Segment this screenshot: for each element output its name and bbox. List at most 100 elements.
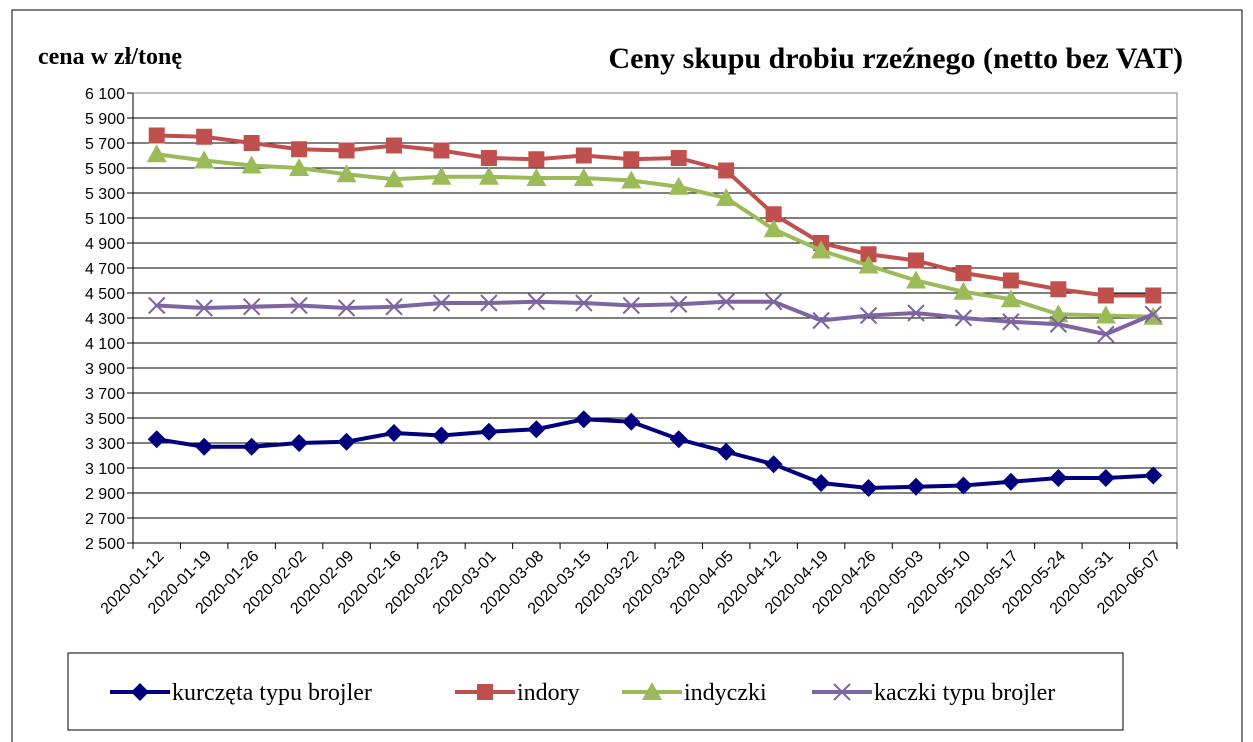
marker <box>718 162 735 179</box>
marker <box>669 430 688 449</box>
marker <box>1049 315 1068 333</box>
marker <box>290 296 308 315</box>
series-line <box>156 152 1154 319</box>
marker <box>858 255 879 274</box>
marker <box>765 206 782 223</box>
marker <box>1145 287 1162 304</box>
marker <box>1000 289 1021 308</box>
series-line <box>156 417 1154 491</box>
marker <box>480 150 497 166</box>
marker <box>668 176 689 195</box>
marker <box>147 430 166 449</box>
marker <box>242 437 261 456</box>
marker <box>954 476 973 495</box>
y-tick-label: 5 500 <box>85 161 125 178</box>
legend-label: indory <box>517 680 580 706</box>
marker <box>337 432 356 451</box>
series-line <box>156 133 1154 298</box>
legend-label: kaczki typu brojler <box>874 680 1055 706</box>
marker <box>574 410 593 429</box>
marker <box>480 294 498 312</box>
marker <box>811 240 832 259</box>
y-tick-label: 4 700 <box>85 261 125 278</box>
marker <box>1049 469 1068 487</box>
marker <box>764 455 783 474</box>
marker <box>528 151 545 168</box>
y-tick-label: 5 100 <box>85 211 125 228</box>
marker <box>833 683 851 701</box>
y-tick-label: 5 900 <box>85 111 125 128</box>
marker <box>622 296 640 315</box>
marker <box>291 141 308 158</box>
legend-label: indyczki <box>684 680 767 706</box>
marker <box>194 150 215 169</box>
marker <box>953 281 974 300</box>
marker <box>906 270 926 289</box>
y-tick-label: 3 500 <box>85 411 125 428</box>
y-tick-label: 2 500 <box>85 536 125 553</box>
marker <box>764 293 783 311</box>
marker <box>1001 472 1020 491</box>
marker <box>243 135 260 151</box>
marker <box>336 164 357 183</box>
marker <box>527 420 546 439</box>
y-tick-label: 3 700 <box>85 386 125 403</box>
y-tick-label: 4 500 <box>85 286 125 303</box>
marker <box>386 137 402 154</box>
marker <box>1097 287 1114 304</box>
marker <box>477 684 493 700</box>
marker <box>954 309 973 327</box>
marker <box>196 128 213 145</box>
marker <box>907 477 925 496</box>
marker <box>385 298 403 316</box>
marker <box>146 144 167 163</box>
y-tick-label: 3 100 <box>85 461 125 478</box>
marker <box>812 474 831 492</box>
y-tick-label: 3 300 <box>85 436 125 453</box>
y-tick-label: 2 900 <box>85 486 125 503</box>
marker <box>242 298 261 316</box>
marker <box>526 168 547 186</box>
marker <box>1002 272 1019 289</box>
marker <box>622 412 641 431</box>
marker <box>621 170 642 189</box>
legend-label: kurczęta typu brojler <box>172 680 372 706</box>
marker <box>195 299 213 317</box>
marker <box>431 166 452 185</box>
y-tick-label: 5 300 <box>85 186 125 203</box>
marker <box>432 294 451 312</box>
marker <box>670 150 687 166</box>
y-axis-label: cena w zł/tonę <box>38 44 182 70</box>
marker <box>955 265 972 281</box>
marker <box>575 147 592 164</box>
y-tick-label: 4 900 <box>85 236 125 253</box>
marker <box>241 155 262 174</box>
y-tick-label: 4 100 <box>85 336 125 353</box>
marker <box>860 246 877 263</box>
marker <box>1002 313 1020 331</box>
marker <box>195 437 214 456</box>
marker <box>385 424 403 442</box>
marker <box>1050 281 1067 298</box>
marker <box>717 442 736 461</box>
marker <box>384 169 404 188</box>
marker <box>148 127 165 144</box>
marker <box>623 151 640 168</box>
marker <box>1096 469 1115 487</box>
marker <box>1048 304 1069 323</box>
series-line <box>156 299 1155 337</box>
marker <box>717 293 735 311</box>
marker <box>289 158 310 176</box>
marker <box>433 142 450 159</box>
chart-title: Ceny skupu drobiu rzeźnego (netto bez VA… <box>609 42 1183 75</box>
chart-frame <box>11 9 1243 742</box>
marker <box>478 166 499 185</box>
marker <box>716 188 737 206</box>
marker <box>907 304 925 322</box>
y-tick-label: 5 700 <box>85 136 125 153</box>
y-tick-label: 4 300 <box>85 311 125 328</box>
marker <box>642 682 662 700</box>
y-tick-label: 6 100 <box>85 86 125 103</box>
y-tick-label: 2 700 <box>85 511 125 528</box>
